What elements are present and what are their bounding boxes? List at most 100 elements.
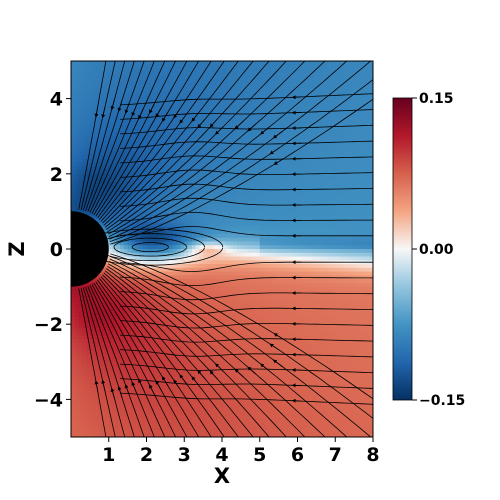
field-cell xyxy=(180,136,185,141)
field-cell xyxy=(252,267,257,273)
field-cell xyxy=(225,76,231,81)
field-cell xyxy=(127,230,133,235)
field-cell xyxy=(78,181,83,186)
field-cell xyxy=(157,305,163,310)
field-cell xyxy=(93,309,99,314)
field-cell xyxy=(104,294,110,299)
field-cell xyxy=(120,410,125,416)
field-cell xyxy=(71,162,76,167)
field-cell xyxy=(112,170,117,175)
field-cell xyxy=(108,155,114,160)
field-cell xyxy=(93,429,99,434)
field-cell xyxy=(82,136,87,141)
field-cell xyxy=(78,350,83,355)
field-cell xyxy=(214,158,219,164)
field-cell xyxy=(150,113,155,118)
field-cell xyxy=(161,260,166,265)
field-cell xyxy=(218,358,223,363)
field-cell xyxy=(135,403,140,408)
field-cell xyxy=(225,109,231,115)
field-cell xyxy=(127,335,133,340)
field-cell xyxy=(116,406,121,412)
field-cell xyxy=(176,365,182,370)
field-cell xyxy=(199,188,204,194)
field-cell xyxy=(165,245,170,250)
field-cell xyxy=(123,139,129,145)
field-cell xyxy=(123,76,129,81)
field-cell xyxy=(71,106,76,111)
field-cell xyxy=(161,403,166,408)
field-cell xyxy=(93,395,99,400)
field-cell xyxy=(104,136,110,141)
field-cell xyxy=(142,245,148,250)
field-cell xyxy=(225,316,231,322)
field-cell xyxy=(157,252,163,258)
field-cell xyxy=(248,113,253,118)
field-cell xyxy=(248,256,253,261)
field-cell xyxy=(120,207,125,212)
field-cell xyxy=(127,128,133,134)
field-cell xyxy=(252,425,257,431)
field-cell xyxy=(248,286,253,291)
field-cell xyxy=(157,384,163,389)
field-cell xyxy=(150,177,155,182)
field-cell xyxy=(252,245,257,250)
field-cell xyxy=(244,312,250,318)
field-cell xyxy=(203,388,208,393)
field-cell xyxy=(165,331,170,337)
field-cell xyxy=(165,421,170,427)
field-cell xyxy=(82,399,87,404)
field-cell xyxy=(71,327,76,333)
field-cell xyxy=(101,173,106,179)
field-cell xyxy=(229,158,234,164)
field-cell xyxy=(176,215,182,220)
field-cell xyxy=(86,305,91,310)
field-cell xyxy=(244,215,250,220)
field-cell xyxy=(123,429,129,434)
field-cell xyxy=(120,233,125,239)
field-cell xyxy=(188,158,193,164)
field-cell xyxy=(86,406,91,412)
field-cell xyxy=(86,297,91,303)
field-cell xyxy=(244,136,250,141)
field-cell xyxy=(195,421,200,427)
field-cell xyxy=(112,297,117,303)
field-cell xyxy=(176,384,182,389)
field-cell xyxy=(78,388,83,393)
field-cell xyxy=(89,301,95,306)
field-cell xyxy=(123,433,129,437)
field-cell xyxy=(82,358,87,363)
field-cell xyxy=(199,151,204,156)
field-cell xyxy=(180,162,185,167)
field-cell xyxy=(199,98,204,103)
field-cell xyxy=(135,139,140,145)
field-cell xyxy=(154,79,159,85)
field-cell xyxy=(104,380,110,385)
field-cell xyxy=(172,339,178,344)
field-cell xyxy=(108,121,114,126)
field-cell xyxy=(97,177,102,182)
field-cell xyxy=(169,166,174,171)
field-cell xyxy=(252,346,257,352)
field-cell xyxy=(97,147,102,152)
field-cell xyxy=(184,192,189,197)
field-cell xyxy=(142,147,148,152)
field-cell xyxy=(225,282,231,288)
field-cell xyxy=(71,173,76,179)
field-cell xyxy=(172,132,178,137)
field-cell xyxy=(104,192,110,197)
field-cell xyxy=(255,316,261,322)
field-cell xyxy=(206,335,212,340)
field-cell xyxy=(150,181,155,186)
field-cell xyxy=(225,406,231,412)
field-cell xyxy=(131,147,136,152)
field-cell xyxy=(101,215,106,220)
field-cell xyxy=(237,200,242,205)
field-cell xyxy=(154,143,159,149)
field-cell xyxy=(210,290,216,295)
field-cell xyxy=(127,143,133,149)
field-cell xyxy=(237,361,242,367)
field-cell xyxy=(74,143,80,149)
field-cell xyxy=(237,282,242,288)
field-cell xyxy=(176,380,182,385)
